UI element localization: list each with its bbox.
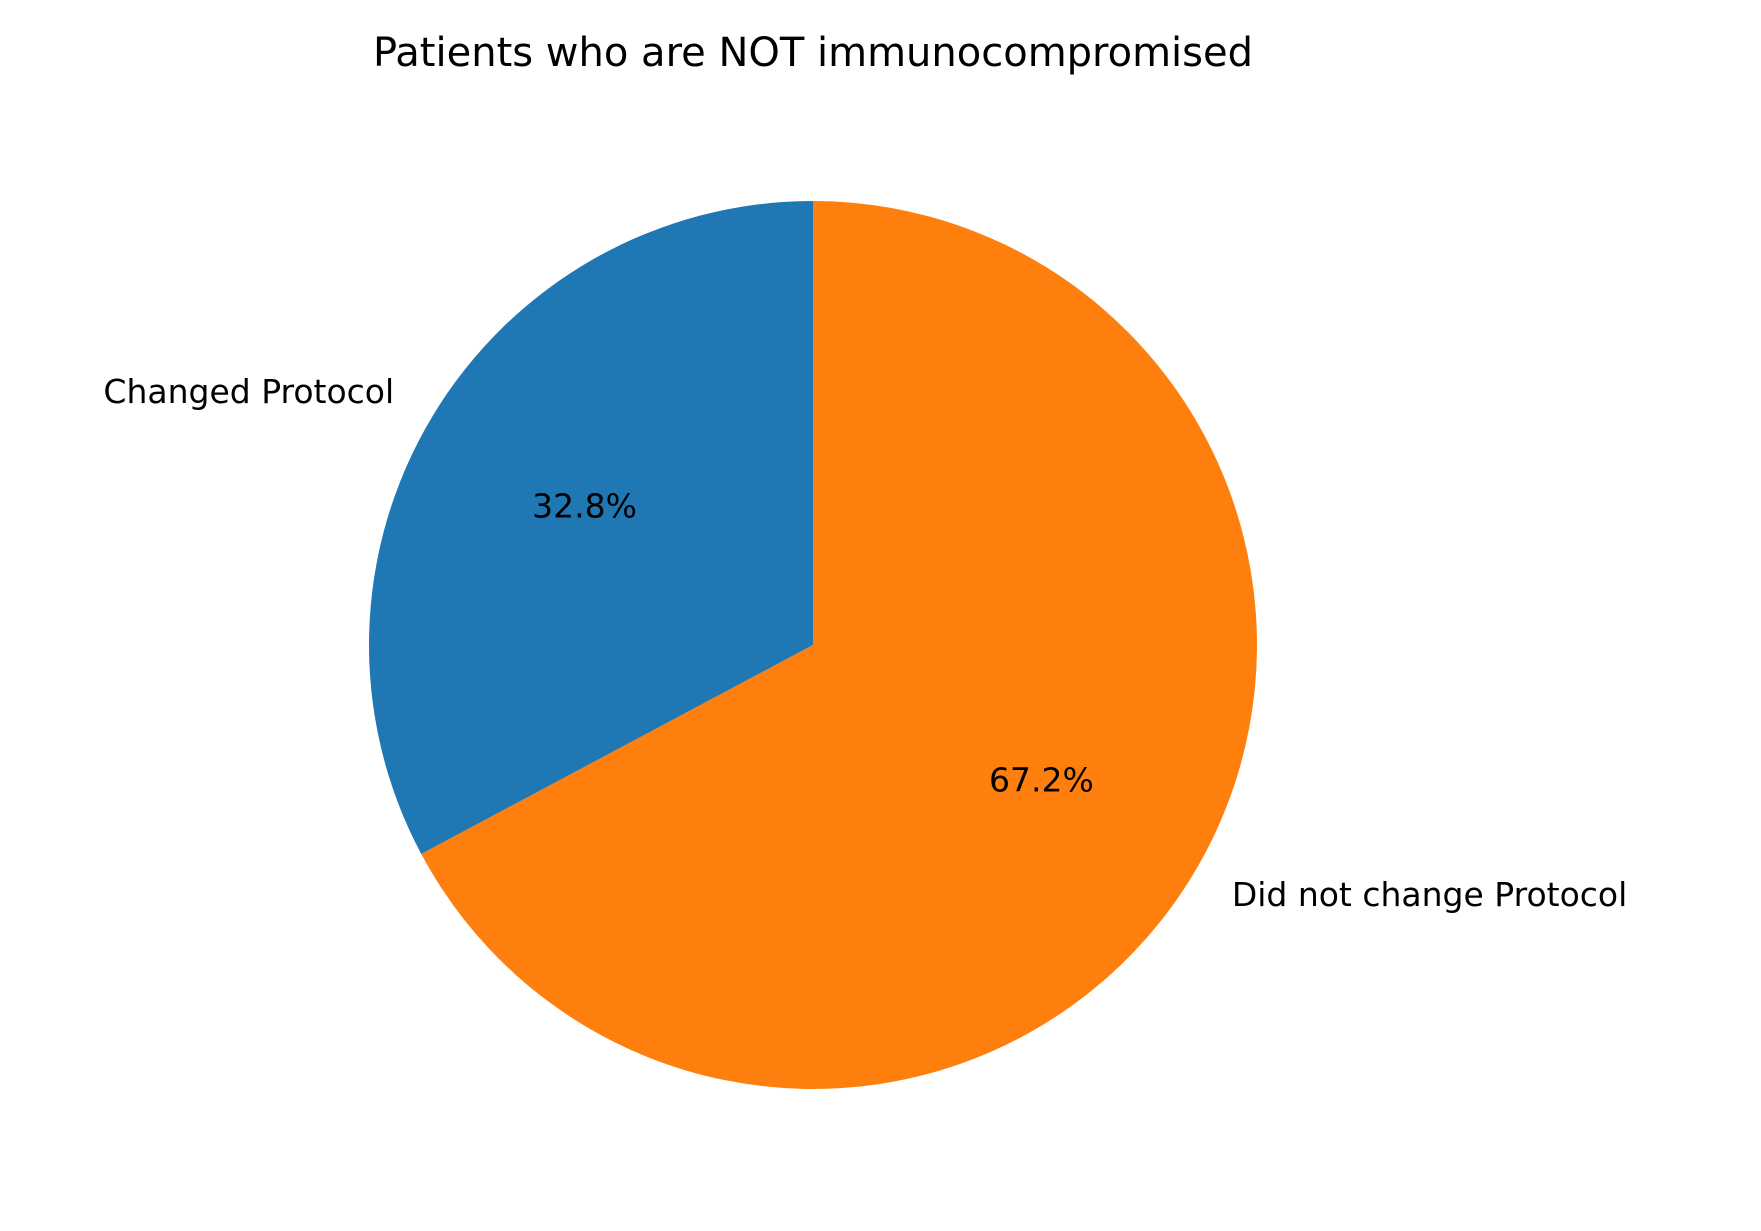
- pie-slice-0: [368, 201, 813, 854]
- chart-title: Patients who are NOT immunocompromised: [373, 30, 1253, 76]
- pie-slices: [368, 200, 1257, 1089]
- slice-pct-label-1: 67.2%: [989, 761, 1094, 800]
- slice-label-1: Did not change Protocol: [1232, 875, 1627, 914]
- slice-pct-label-0: 32.8%: [532, 486, 637, 525]
- pie-slice-1: [421, 200, 1257, 1089]
- pie-labels: Changed Protocol 32.8% Did not change Prot…: [103, 372, 1627, 914]
- slice-label-0: Changed Protocol: [103, 372, 394, 411]
